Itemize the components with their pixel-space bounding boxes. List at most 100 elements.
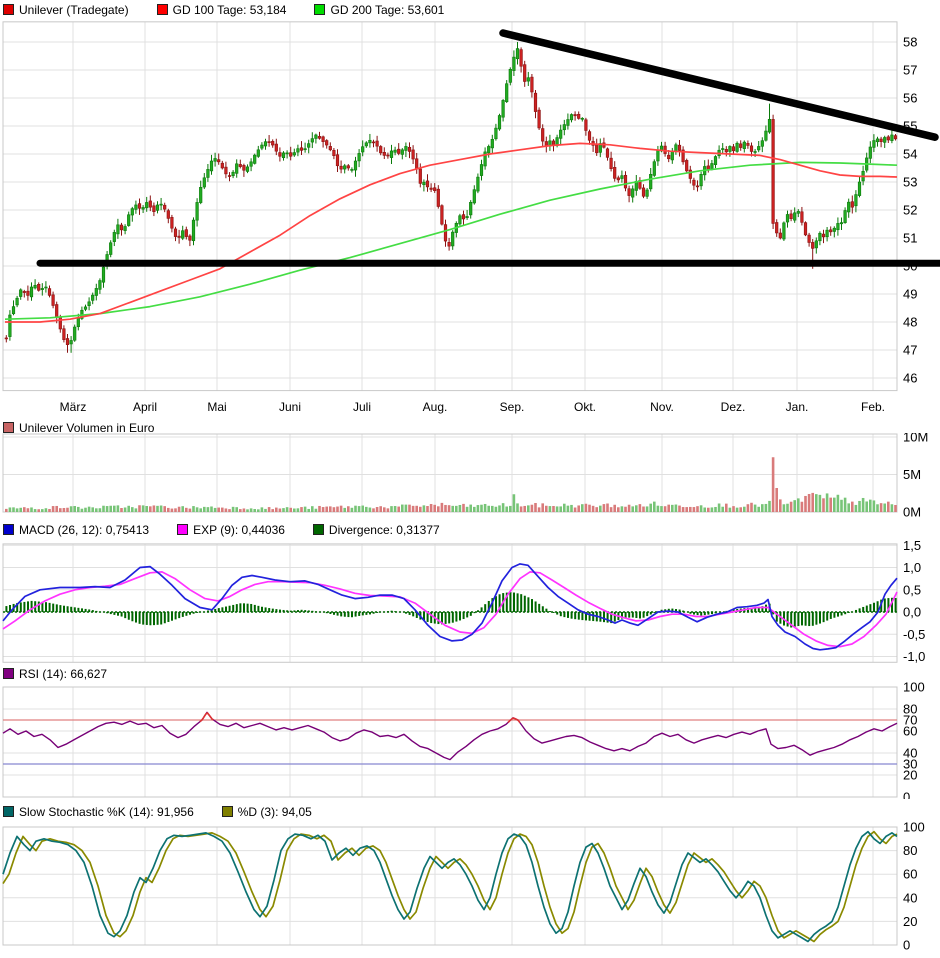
candle-body — [55, 304, 59, 318]
volume-bar — [361, 505, 364, 512]
volume-bar — [98, 508, 102, 512]
divergence-histogram-bar — [815, 612, 818, 625]
volume-bar — [300, 507, 303, 512]
candle-body — [893, 135, 898, 140]
candle-body — [677, 144, 682, 151]
volume-bar — [865, 501, 868, 512]
divergence-histogram-bar — [174, 612, 177, 620]
candle-body — [245, 166, 250, 172]
divergence-histogram-bar — [750, 607, 753, 612]
divergence-histogram-bar — [405, 612, 407, 614]
volume-bar — [707, 507, 710, 512]
volume-bar — [653, 501, 656, 512]
candle-body — [490, 139, 494, 149]
divergence-histogram-bar — [844, 612, 847, 615]
volume-bar — [717, 503, 721, 512]
divergence-histogram-bar — [840, 612, 843, 616]
volume-bar — [242, 508, 246, 512]
candle-body — [98, 280, 102, 290]
legend-color-swatch-icon — [156, 4, 168, 15]
candle-body — [407, 146, 412, 152]
candle-body — [137, 203, 142, 209]
candle-body — [357, 153, 361, 162]
volume-bar — [105, 506, 109, 512]
divergence-histogram-bar — [786, 612, 789, 627]
candle-body — [368, 139, 372, 144]
volume-bar — [840, 499, 843, 512]
candle-body — [501, 100, 505, 118]
candle-body — [353, 160, 358, 171]
candle-body — [447, 242, 451, 247]
y-axis-tick-label: 5M — [903, 467, 921, 482]
volume-bar — [627, 504, 631, 512]
volume-bar — [692, 507, 696, 512]
volume-bar — [494, 506, 498, 512]
candle-body — [386, 154, 390, 157]
divergence-histogram-bar — [27, 601, 29, 612]
divergence-histogram-bar — [883, 598, 886, 612]
divergence-histogram-bar — [819, 612, 821, 624]
volume-bar — [386, 508, 390, 512]
volume-bar — [249, 508, 253, 512]
divergence-histogram-bar — [160, 612, 163, 625]
candle-body — [764, 130, 768, 141]
candle-body — [343, 165, 347, 170]
candle-body — [778, 232, 782, 239]
candle-body — [400, 149, 404, 155]
divergence-histogram-bar — [574, 612, 577, 620]
candle-body — [19, 289, 23, 297]
y-axis-tick-label: 48 — [903, 315, 917, 330]
divergence-histogram-bar — [239, 603, 242, 612]
macd-chart-legend: MACD (26, 12): 0,75413 EXP (9): 0,44036 Di… — [3, 522, 440, 537]
divergence-histogram-bar — [588, 612, 591, 621]
volume-bar — [404, 504, 408, 512]
divergence-histogram-bar — [365, 612, 368, 615]
volume-bar — [397, 506, 400, 512]
divergence-histogram-bar — [304, 610, 307, 612]
volume-bar — [156, 505, 159, 512]
divergence-histogram-bar — [441, 612, 443, 625]
volume-bar — [393, 506, 397, 512]
candle-body — [181, 230, 185, 239]
candle-body — [821, 233, 826, 238]
divergence-histogram-bar — [484, 604, 487, 612]
volume-chart-canvas: 10M 5M 0M — [2, 433, 928, 517]
divergence-histogram-bar — [142, 612, 145, 625]
legend-item: Unilever (Tradegate) — [3, 3, 129, 17]
divergence-histogram-bar — [822, 612, 825, 623]
volume-bar — [789, 501, 793, 512]
divergence-histogram-bar — [84, 608, 87, 612]
volume-bar — [894, 504, 897, 512]
volume-bar — [192, 506, 195, 512]
volume-bar — [80, 508, 84, 512]
candle-body — [479, 164, 484, 176]
legend-item: MACD (26, 12): 0,75413 — [3, 523, 149, 537]
volume-bar — [307, 508, 310, 512]
volume-bar — [303, 506, 307, 512]
candle-body — [580, 118, 584, 120]
candle-body — [886, 136, 890, 141]
candle-body — [303, 148, 307, 151]
candle-body — [494, 127, 498, 140]
candle-body — [451, 231, 455, 247]
candle-body — [526, 77, 530, 82]
volume-bar — [631, 506, 634, 512]
candle-body — [173, 228, 178, 237]
volume-bar — [264, 508, 267, 512]
divergence-histogram-bar — [286, 610, 289, 612]
candle-body — [314, 134, 318, 139]
volume-bar — [861, 497, 865, 512]
divergence-histogram-bar — [55, 604, 58, 612]
volume-bar — [714, 506, 717, 512]
volume-bar — [584, 503, 588, 512]
candle-body — [26, 290, 30, 296]
candle-body — [692, 179, 696, 186]
candle-body — [389, 150, 394, 158]
macd-chart-canvas: 1,5 1,0 0,5 0,0 -0,5 -1,0 — [2, 538, 925, 663]
candle-body — [850, 201, 854, 208]
candle-body — [271, 141, 275, 146]
divergence-histogram-bar — [235, 604, 238, 612]
divergence-histogram-bar — [891, 597, 893, 612]
divergence-histogram-bar — [855, 609, 857, 612]
divergence-histogram-bar — [358, 612, 361, 616]
